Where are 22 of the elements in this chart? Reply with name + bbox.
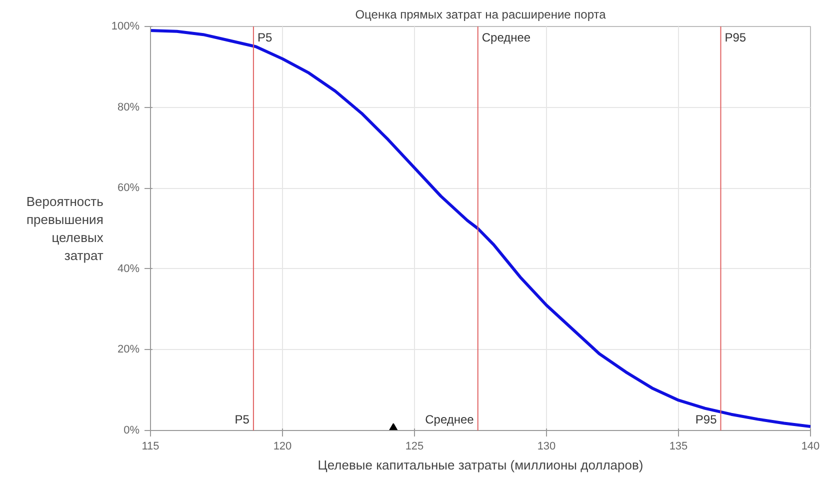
x-tick-label: 140 — [801, 440, 820, 452]
x-tick-label: 115 — [142, 440, 160, 452]
ref-line-label: P5 — [234, 412, 250, 426]
x-axis-title: Целевые капитальные затраты (миллионы долларов) — [318, 458, 644, 472]
x-tick-label: 135 — [669, 440, 688, 452]
chart-title: Оценка прямых затрат на расширение порта — [355, 8, 606, 22]
x-tick-label: 130 — [537, 440, 556, 452]
y-tick-label: 40% — [117, 262, 140, 275]
text: P95 — [724, 30, 746, 44]
line-series — [150, 29, 810, 428]
y-tick-label: 100% — [111, 20, 140, 32]
x-tick-label: 120 — [273, 440, 292, 452]
y-tick-label: 0% — [124, 424, 140, 436]
text: Среднее — [482, 30, 531, 44]
y-tick-label: 20% — [117, 344, 140, 356]
y-tick-label: 60% — [117, 182, 140, 194]
ref-line-label: P95 — [695, 412, 718, 426]
y-axis-title: Вероятность превышения целевых затрат — [26, 194, 104, 263]
text: P5 — [257, 30, 272, 44]
y-tick-label: 80% — [117, 101, 140, 114]
x-tick-label: 125 — [405, 440, 424, 452]
ref-line-label: Среднее — [425, 412, 474, 426]
